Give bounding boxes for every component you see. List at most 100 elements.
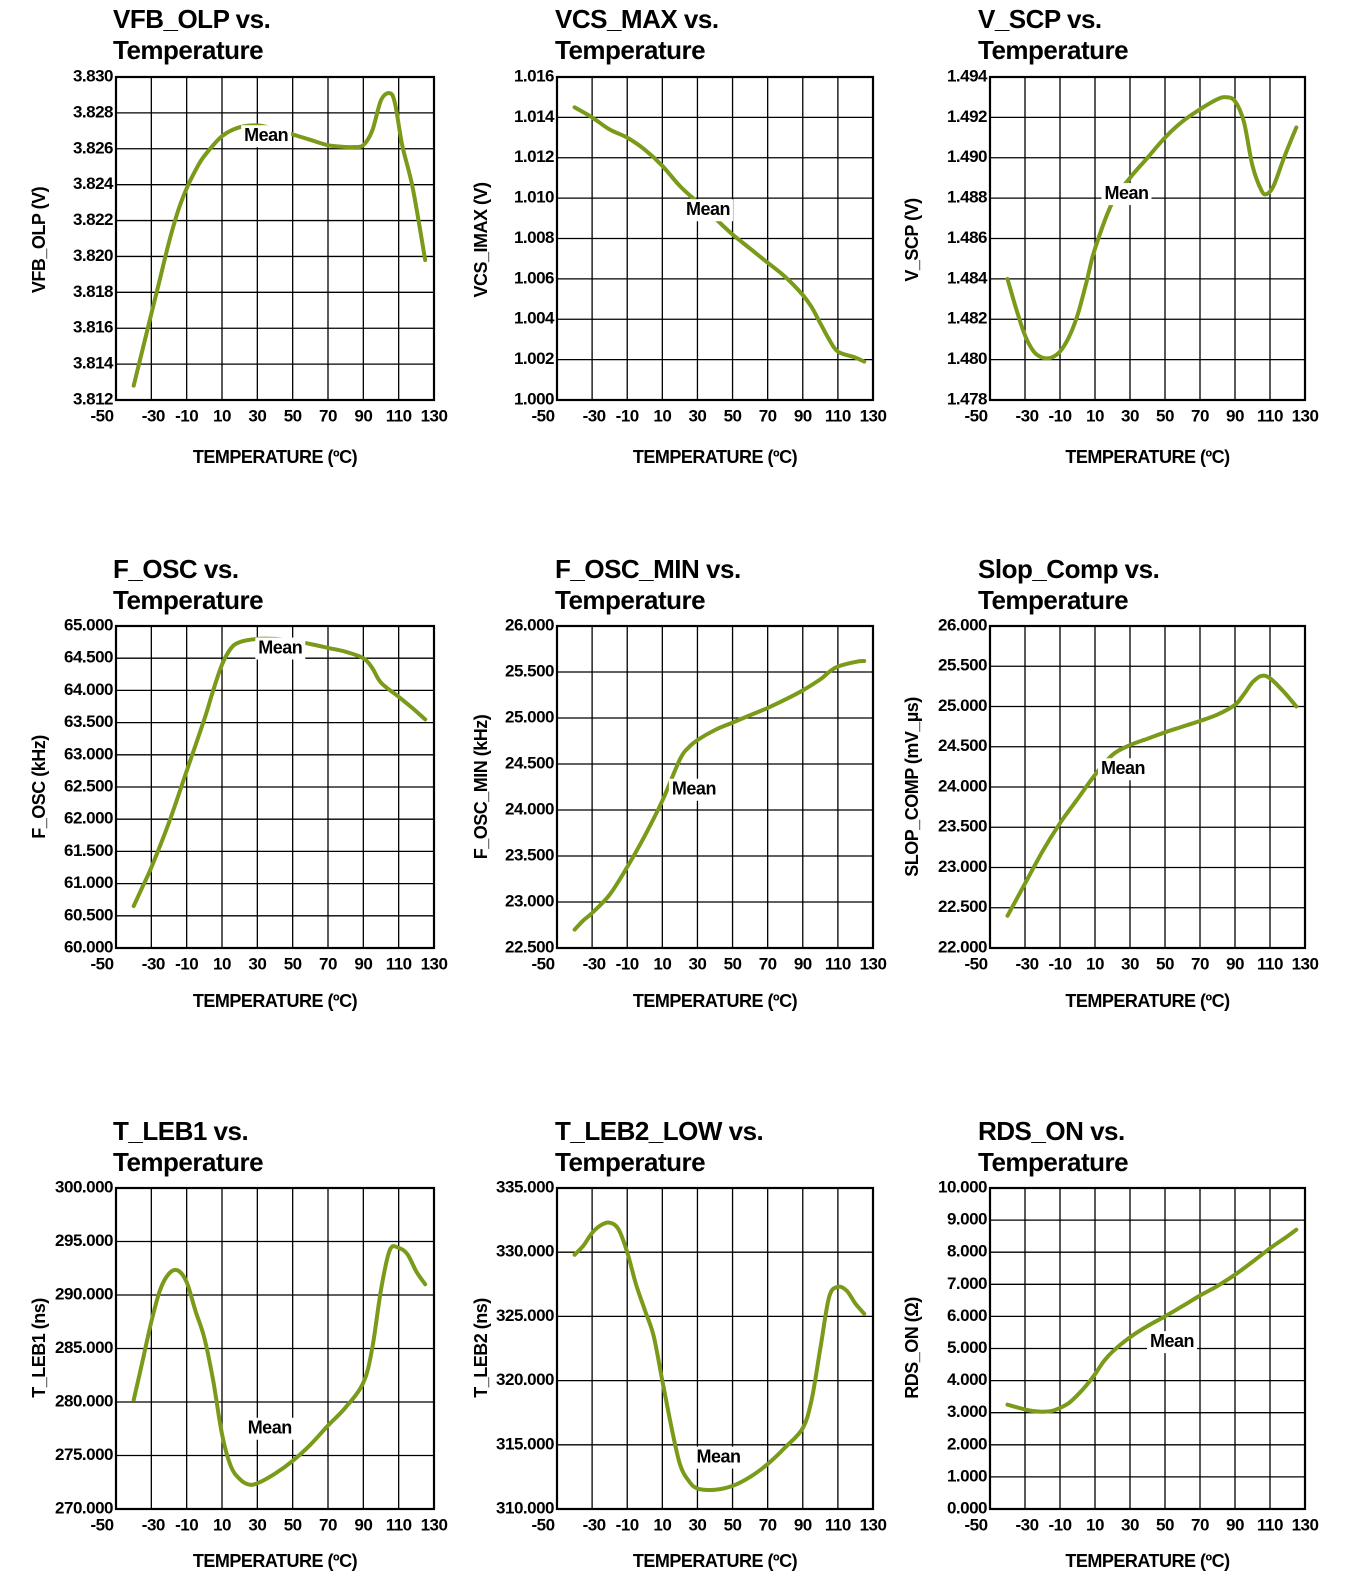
x-axis-label: TEMPERATURE (ºC): [1065, 991, 1230, 1011]
y-axis-label: V_SCP (V): [902, 198, 922, 282]
annotation-background: [244, 1417, 295, 1440]
plot-frame: [988, 75, 1307, 402]
y-tick-label: 23.000: [938, 857, 987, 876]
y-tick-label: 65.000: [64, 615, 113, 634]
series-line-mean: [1005, 1227, 1299, 1414]
chart-title-line-1: VFB_OLP vs.: [113, 4, 270, 34]
chart-title-line-2: Temperature: [113, 585, 263, 615]
y-tick-label: 23.500: [505, 845, 554, 864]
y-tick-label: 64.500: [64, 648, 113, 667]
y-tick-label: 60.000: [64, 937, 113, 956]
x-tick-label: 10: [213, 406, 231, 425]
y-tick-label: 3.812: [73, 389, 113, 408]
y-tick-label: 1.012: [514, 147, 554, 166]
chart-title-line-2: Temperature: [555, 585, 705, 615]
x-tick-label: 110: [1257, 954, 1283, 973]
x-tick-label: 10: [213, 1515, 231, 1534]
plot-frame: [988, 624, 1307, 950]
x-tick-label: 130: [1292, 1515, 1319, 1534]
x-tick-label: 130: [860, 406, 887, 425]
x-tick-label: 10: [1086, 406, 1104, 425]
x-tick-label: -50: [964, 1515, 987, 1534]
annotation-background: [1098, 758, 1148, 781]
x-axis-label: TEMPERATURE (ºC): [1065, 447, 1230, 467]
x-tick-label: 70: [319, 1515, 337, 1534]
y-axis-label: F_OSC_MIN (kHz): [471, 714, 491, 859]
y-tick-label: 2.000: [947, 1434, 987, 1453]
x-tick-label: 110: [386, 954, 412, 973]
y-axis-label: VFB_OLP (V): [29, 186, 49, 293]
y-tick-label: 25.500: [938, 656, 987, 675]
x-tick-label: 130: [1292, 406, 1319, 425]
y-tick-label: 7.000: [947, 1274, 987, 1293]
series-line-mean: [572, 1220, 867, 1492]
y-tick-label: 3.824: [73, 174, 114, 193]
y-tick-label: 1.488: [947, 188, 987, 207]
x-tick-label: 70: [1191, 406, 1209, 425]
x-tick-label: 30: [688, 954, 706, 973]
y-tick-label: 9.000: [947, 1210, 987, 1229]
y-tick-label: 8.000: [947, 1242, 987, 1261]
x-axis-label: TEMPERATURE (ºC): [1065, 1551, 1230, 1571]
chart-title-line-2: Temperature: [555, 1147, 705, 1177]
x-tick-label: 90: [794, 406, 812, 425]
x-tick-label: -50: [531, 406, 554, 425]
x-tick-label: -30: [1015, 1515, 1038, 1534]
chart-panel-4: F_OSC vs.Temperature 60.000 60.500 61.000 61…: [29, 554, 448, 1011]
y-tick-label: 1.000: [947, 1466, 987, 1485]
x-tick-label: 10: [653, 954, 671, 973]
x-tick-label: -50: [964, 406, 987, 425]
x-tick-label: 50: [284, 406, 302, 425]
x-axis-label: TEMPERATURE (ºC): [633, 447, 798, 467]
chart-title-line-1: Slop_Comp vs.: [978, 554, 1159, 584]
y-tick-label: 3.818: [73, 282, 113, 301]
series-annotation-label: Mean: [672, 779, 716, 799]
x-tick-label: 50: [1156, 954, 1174, 973]
x-tick-label: 90: [354, 954, 372, 973]
y-tick-label: 1.486: [947, 228, 987, 247]
y-axis-label: VCS_IMAX (V): [471, 182, 491, 298]
series-line-mean: [572, 659, 867, 932]
plot-frame: [555, 1186, 875, 1511]
x-tick-label: -10: [1048, 954, 1071, 973]
y-tick-label: 26.000: [505, 615, 554, 634]
y-tick-label: 61.000: [64, 873, 113, 892]
y-tick-label: 1.014: [514, 107, 555, 126]
series-line-mean: [1005, 95, 1299, 361]
series-annotation-label: Mean: [248, 1418, 292, 1438]
annotation-background: [682, 199, 733, 222]
x-tick-label: -50: [531, 1515, 554, 1534]
x-tick-label: 10: [653, 406, 671, 425]
x-tick-label: 10: [1086, 954, 1104, 973]
x-tick-label: -50: [90, 1515, 113, 1534]
x-tick-label: 90: [354, 406, 372, 425]
x-tick-label: -10: [1048, 406, 1071, 425]
plot-frame: [114, 624, 436, 950]
x-tick-label: 90: [354, 1515, 372, 1534]
y-tick-label: 63.500: [64, 712, 113, 731]
series-annotation-label: Mean: [1101, 758, 1145, 778]
x-tick-label: 70: [759, 954, 777, 973]
series-line-mean: [131, 636, 428, 909]
chart-panel-2: VCS_MAX vs.Temperature 1.000 1.002 1.004 1.0…: [471, 4, 887, 467]
y-tick-label: 1.016: [514, 66, 554, 85]
y-tick-label: 270.000: [55, 1498, 113, 1517]
y-tick-label: 1.484: [947, 268, 988, 287]
x-tick-label: 110: [825, 954, 851, 973]
x-tick-label: 70: [1191, 1515, 1209, 1534]
chart-title-line-2: Temperature: [978, 585, 1128, 615]
x-tick-label: 50: [724, 406, 742, 425]
series-annotation-label: Mean: [1150, 1331, 1194, 1351]
chart-title-line-2: Temperature: [113, 1147, 263, 1177]
x-tick-label: 70: [759, 406, 777, 425]
x-tick-label: 50: [1156, 406, 1174, 425]
x-tick-label: -50: [90, 406, 113, 425]
x-axis-label: TEMPERATURE (ºC): [193, 991, 358, 1011]
y-tick-label: 295.000: [55, 1231, 113, 1250]
y-tick-label: 10.000: [938, 1177, 987, 1196]
y-tick-label: 24.000: [938, 776, 987, 795]
x-tick-label: -10: [175, 954, 198, 973]
x-tick-label: 50: [724, 954, 742, 973]
y-tick-label: 22.500: [505, 937, 554, 956]
y-tick-label: 64.000: [64, 680, 113, 699]
